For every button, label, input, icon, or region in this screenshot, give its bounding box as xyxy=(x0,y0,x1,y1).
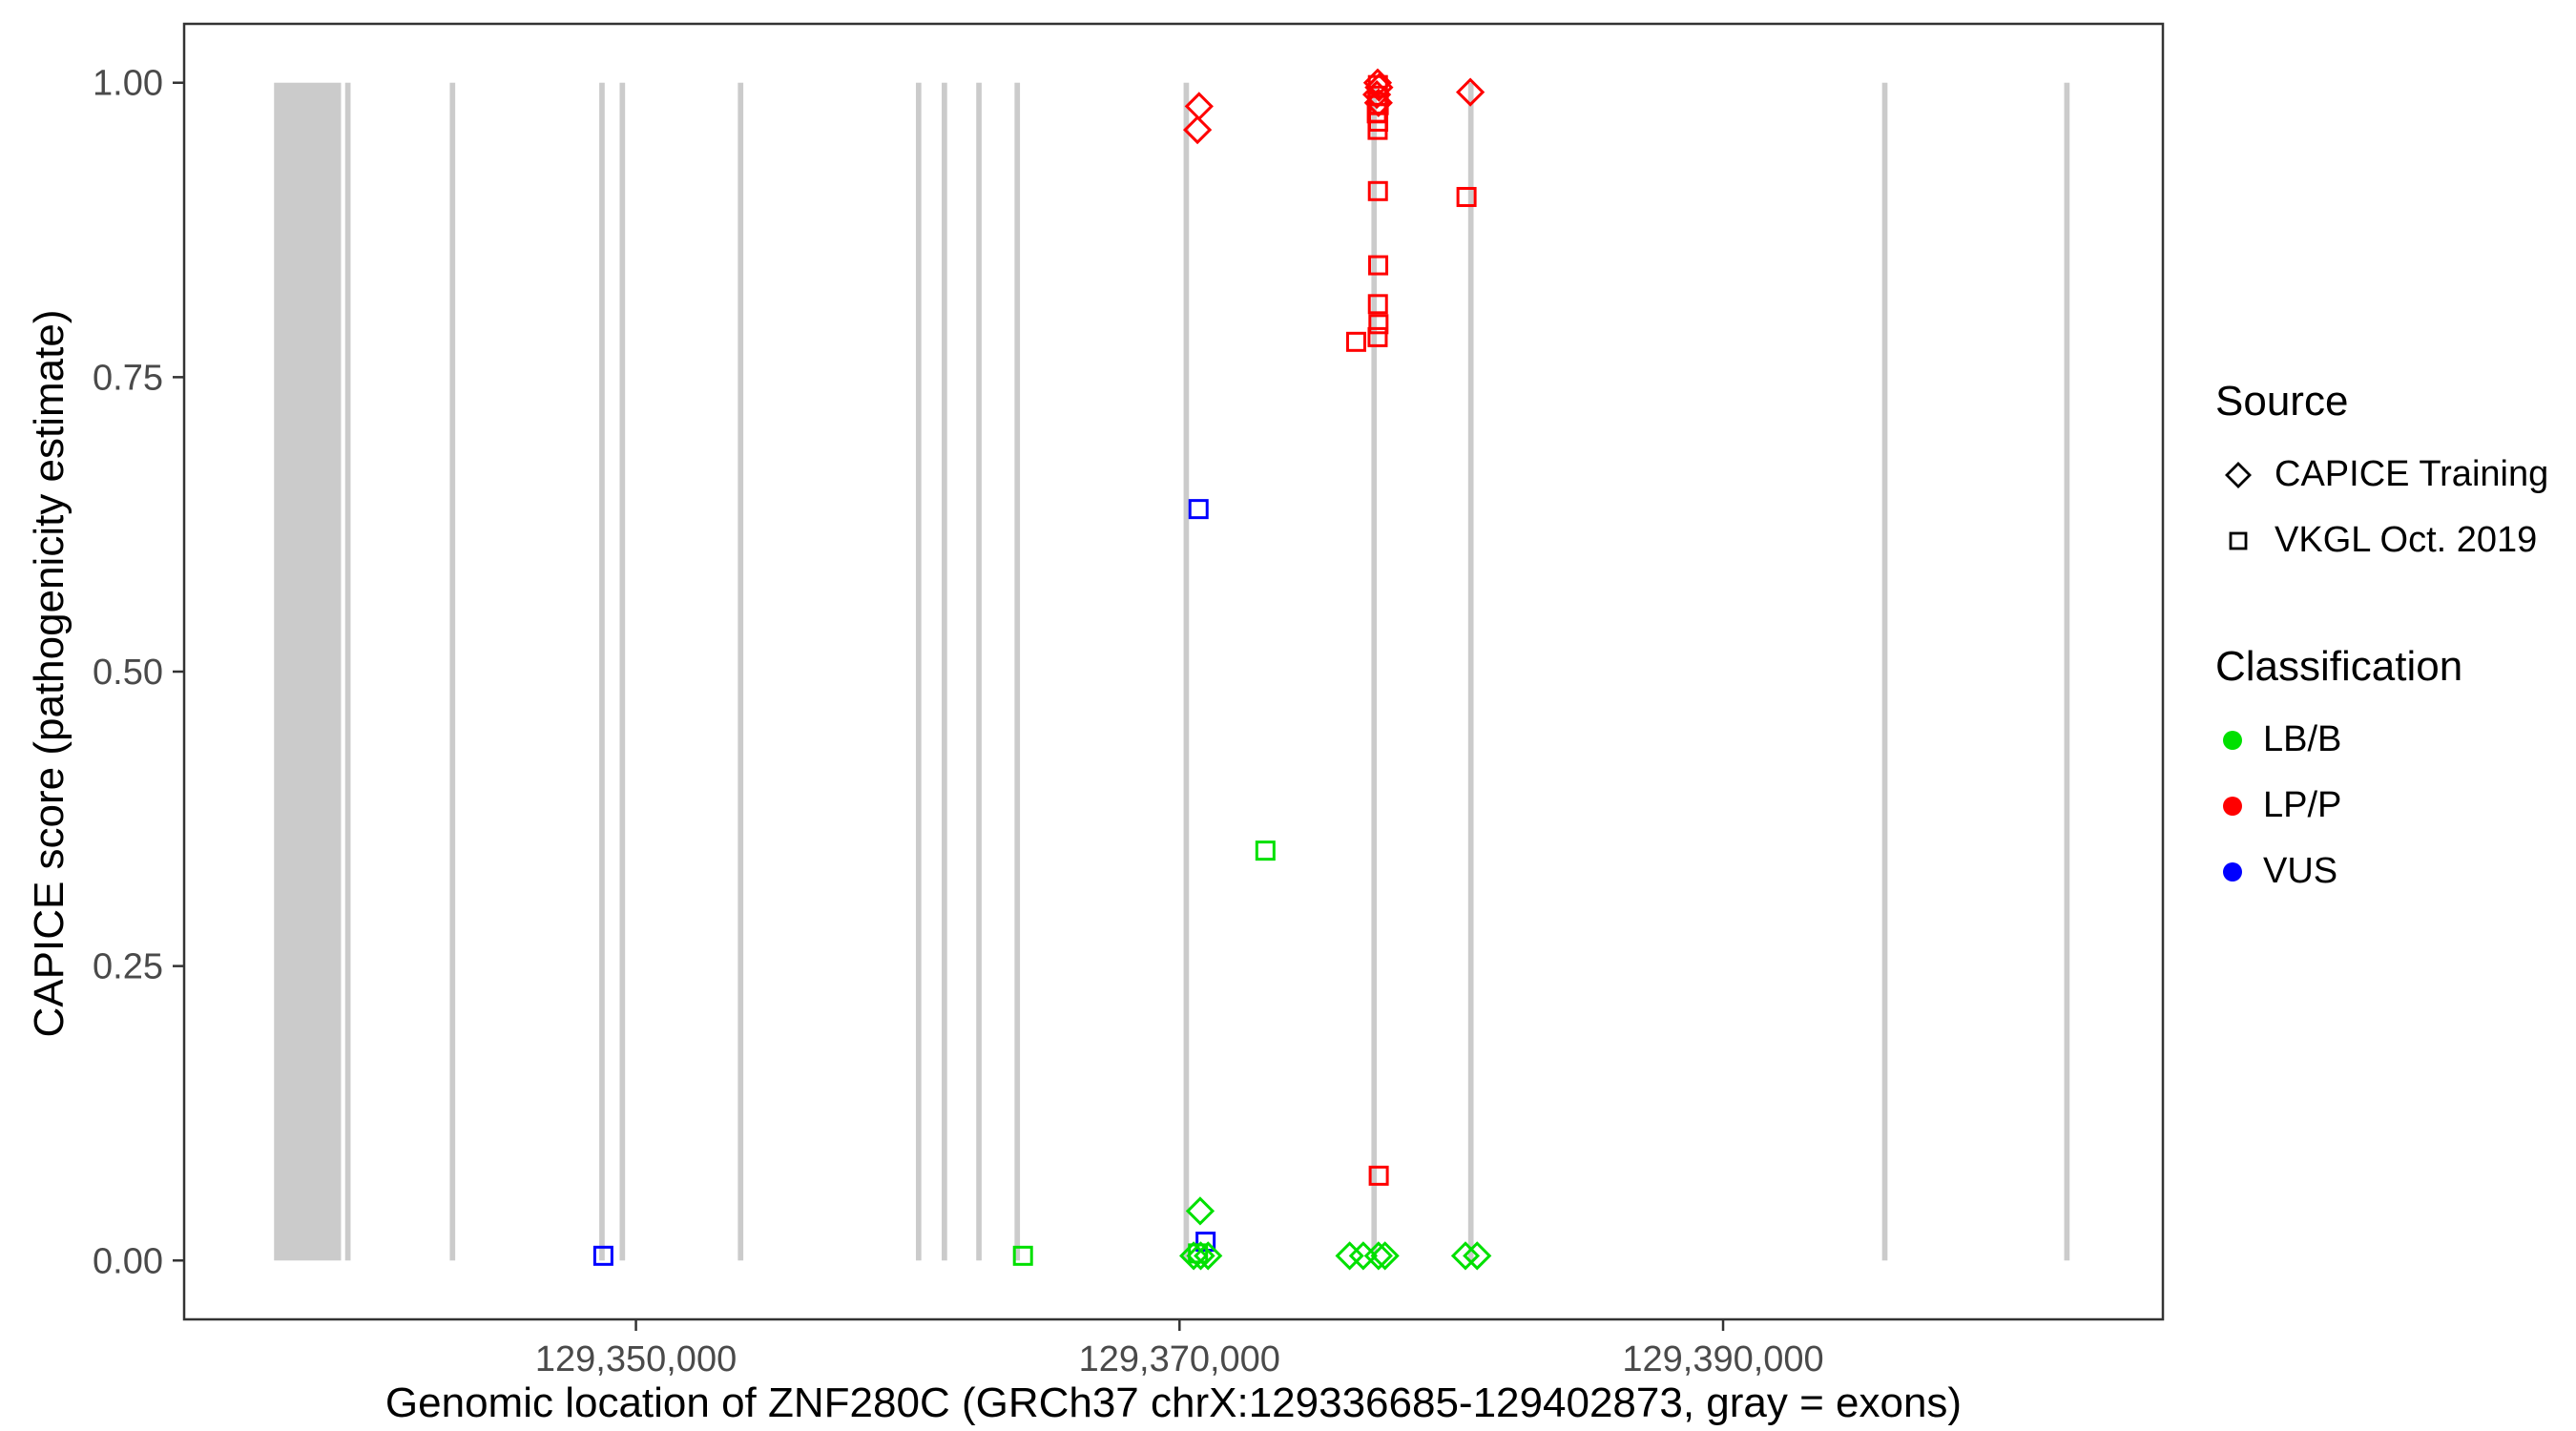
exon-bar xyxy=(449,82,456,1261)
blue-dot-icon xyxy=(2223,861,2242,881)
legend-classification-title: Classification xyxy=(2215,643,2463,690)
data-point-square xyxy=(1367,180,1388,201)
data-point-square xyxy=(1368,314,1389,335)
legend-item-capice-training: CAPICE Training xyxy=(2215,454,2548,495)
data-point-diamond xyxy=(1370,1241,1400,1271)
data-point-diamond xyxy=(1185,1196,1215,1226)
y-axis-title: CAPICE score (pathogenicity estimate) xyxy=(26,309,73,1038)
x-tick-label: 129,370,000 xyxy=(1079,1339,1280,1379)
data-point-diamond xyxy=(1186,1241,1215,1271)
legend-source-block: Source CAPICE Training VKGL Oct. 2019 xyxy=(2215,378,2548,561)
exon-bar xyxy=(1183,82,1190,1261)
data-point-diamond xyxy=(1455,77,1485,107)
data-point-diamond xyxy=(1184,92,1214,121)
data-point-diamond xyxy=(1335,1241,1364,1271)
green-dot-icon xyxy=(2223,730,2242,750)
exon-bar xyxy=(942,82,947,1261)
x-tick-label: 129,350,000 xyxy=(535,1339,737,1379)
diamond-icon xyxy=(2225,461,2252,488)
y-tick-label: 0.00 xyxy=(93,1241,163,1281)
legend-item-label: CAPICE Training xyxy=(2275,454,2549,494)
exon-bar xyxy=(1881,82,1888,1261)
exon-bar xyxy=(619,82,626,1261)
y-tick-label: 0.75 xyxy=(93,358,163,398)
data-point-square xyxy=(1368,255,1389,276)
exon-bar xyxy=(344,82,351,1261)
legend-item-label: VUS xyxy=(2263,851,2338,891)
data-point-square xyxy=(1012,1245,1033,1266)
data-point-square xyxy=(1456,186,1477,207)
legend-item-label: LP/P xyxy=(2263,785,2342,825)
red-dot-icon xyxy=(2223,796,2242,816)
exon-bar xyxy=(274,82,342,1261)
legend-item-vus: VUS xyxy=(2215,851,2548,892)
data-point-square xyxy=(1367,119,1388,140)
data-point-diamond xyxy=(1362,68,1393,97)
data-point-square xyxy=(1345,331,1366,352)
exon-bar xyxy=(915,82,922,1261)
data-point-diamond xyxy=(1361,79,1392,110)
data-point-square xyxy=(592,1245,613,1266)
x-axis-title: Genomic location of ZNF280C (GRCh37 chrX… xyxy=(384,1379,1963,1426)
legend: Source CAPICE Training VKGL Oct. 2019 Cl… xyxy=(2215,378,2548,917)
exon-bar xyxy=(1371,82,1378,1261)
exon-bar xyxy=(599,82,605,1261)
legend-item-label: VKGL Oct. 2019 xyxy=(2275,520,2538,560)
data-point-diamond xyxy=(1363,1241,1393,1271)
legend-item-vkgl: VKGL Oct. 2019 xyxy=(2215,520,2548,561)
data-point-square xyxy=(1368,1165,1389,1186)
exon-bar xyxy=(1467,82,1474,1261)
legend-item-label: LB/B xyxy=(2263,719,2342,759)
data-point-square xyxy=(1367,326,1388,347)
data-point-square xyxy=(1188,499,1209,520)
exon-bar xyxy=(737,82,744,1261)
data-point-diamond xyxy=(1450,1241,1481,1271)
panel-border xyxy=(182,22,2165,1321)
legend-item-lpp: LP/P xyxy=(2215,785,2548,826)
data-point-diamond xyxy=(1178,1241,1209,1271)
legend-classification-block: Classification LB/B LP/P VUS xyxy=(2215,643,2548,892)
data-point-square xyxy=(1255,840,1276,861)
square-icon xyxy=(2229,531,2248,550)
data-point-diamond xyxy=(1463,1241,1492,1271)
data-point-diamond xyxy=(1182,114,1213,145)
exon-bar xyxy=(2064,82,2070,1261)
legend-item-lbb: LB/B xyxy=(2215,719,2548,760)
data-point-diamond xyxy=(1194,1241,1223,1271)
x-tick-label: 129,390,000 xyxy=(1622,1339,1823,1379)
exon-bar xyxy=(1014,82,1021,1261)
exon-bar xyxy=(976,82,982,1261)
data-point-diamond xyxy=(1364,73,1394,102)
y-tick-label: 0.25 xyxy=(93,947,163,987)
legend-source-title: Source xyxy=(2215,378,2349,425)
data-point-diamond xyxy=(1363,88,1393,117)
data-point-square xyxy=(1367,294,1388,315)
y-tick-label: 0.50 xyxy=(93,653,163,693)
y-tick-label: 1.00 xyxy=(93,64,163,104)
